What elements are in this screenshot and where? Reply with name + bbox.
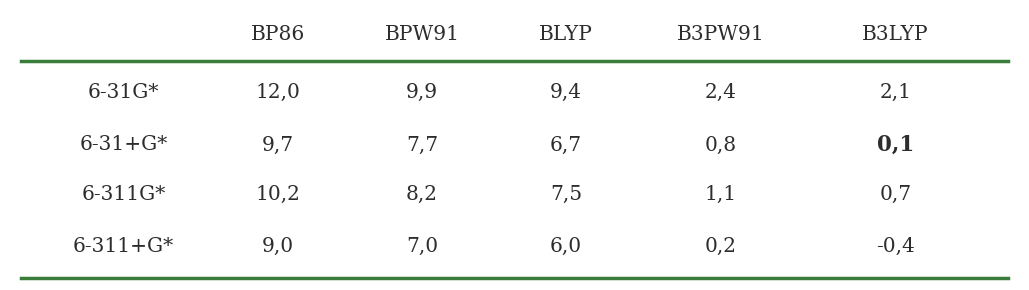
Text: 9,4: 9,4 — [549, 83, 582, 102]
Text: 6-311+G*: 6-311+G* — [73, 237, 174, 256]
Text: 0,7: 0,7 — [879, 185, 912, 204]
Text: -0,4: -0,4 — [876, 237, 915, 256]
Text: 0,8: 0,8 — [704, 135, 737, 155]
Text: 10,2: 10,2 — [255, 185, 300, 204]
Text: 2,1: 2,1 — [879, 83, 912, 102]
Text: 6,0: 6,0 — [549, 237, 582, 256]
Text: B3PW91: B3PW91 — [676, 25, 765, 44]
Text: 0,2: 0,2 — [704, 237, 737, 256]
Text: 7,5: 7,5 — [549, 185, 582, 204]
Text: 12,0: 12,0 — [255, 83, 300, 102]
Text: BPW91: BPW91 — [385, 25, 459, 44]
Text: 2,4: 2,4 — [705, 83, 736, 102]
Text: 9,7: 9,7 — [261, 135, 294, 155]
Text: 9,0: 9,0 — [261, 237, 294, 256]
Text: 6,7: 6,7 — [549, 135, 582, 155]
Text: 1,1: 1,1 — [704, 185, 737, 204]
Text: 6-31+G*: 6-31+G* — [79, 135, 168, 155]
Text: 6-311G*: 6-311G* — [81, 185, 166, 204]
Text: 7,0: 7,0 — [405, 237, 438, 256]
Text: 7,7: 7,7 — [405, 135, 438, 155]
Text: BP86: BP86 — [251, 25, 305, 44]
Text: B3LYP: B3LYP — [862, 25, 928, 44]
Text: 8,2: 8,2 — [405, 185, 438, 204]
Text: 0,1: 0,1 — [877, 134, 914, 156]
Text: BLYP: BLYP — [539, 25, 593, 44]
Text: 9,9: 9,9 — [405, 83, 438, 102]
Text: 6-31G*: 6-31G* — [87, 83, 159, 102]
